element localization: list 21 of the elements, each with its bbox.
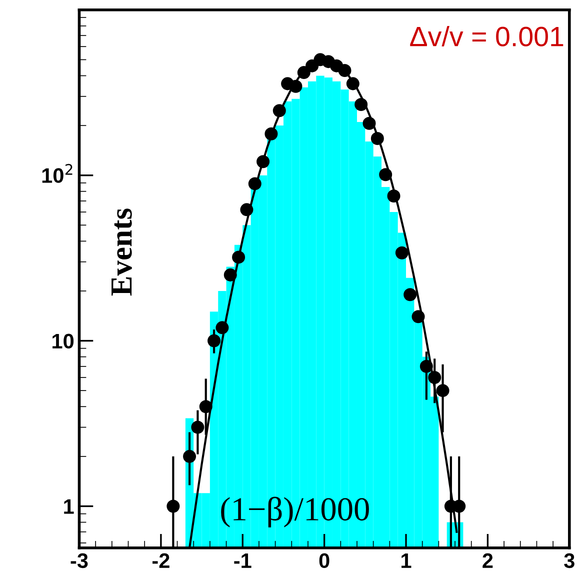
annotation: Δv/v = 0.001	[410, 26, 564, 46]
y-tick-label: 1	[64, 499, 74, 514]
x-tick-label: 3	[564, 553, 574, 568]
x-tick-label: 2	[482, 553, 493, 568]
y-axis-title: Events	[112, 208, 132, 296]
point	[166, 500, 180, 513]
x-axis-title: (1−β)/1000	[221, 496, 369, 528]
point	[208, 334, 221, 348]
point	[404, 288, 417, 302]
point	[183, 450, 196, 463]
point	[395, 246, 408, 260]
y-tick-label: 10$^{2}$	[42, 164, 72, 183]
point	[191, 420, 204, 434]
point	[452, 500, 466, 513]
y-tick-label: 10	[52, 334, 74, 349]
x-tick-label: -1	[234, 554, 252, 568]
x-tick-label: 1	[402, 554, 412, 568]
x-tick-label: -3	[70, 553, 88, 568]
point	[436, 384, 450, 398]
x-tick-label: 0	[319, 553, 330, 568]
x-tick-label: -2	[152, 553, 170, 568]
